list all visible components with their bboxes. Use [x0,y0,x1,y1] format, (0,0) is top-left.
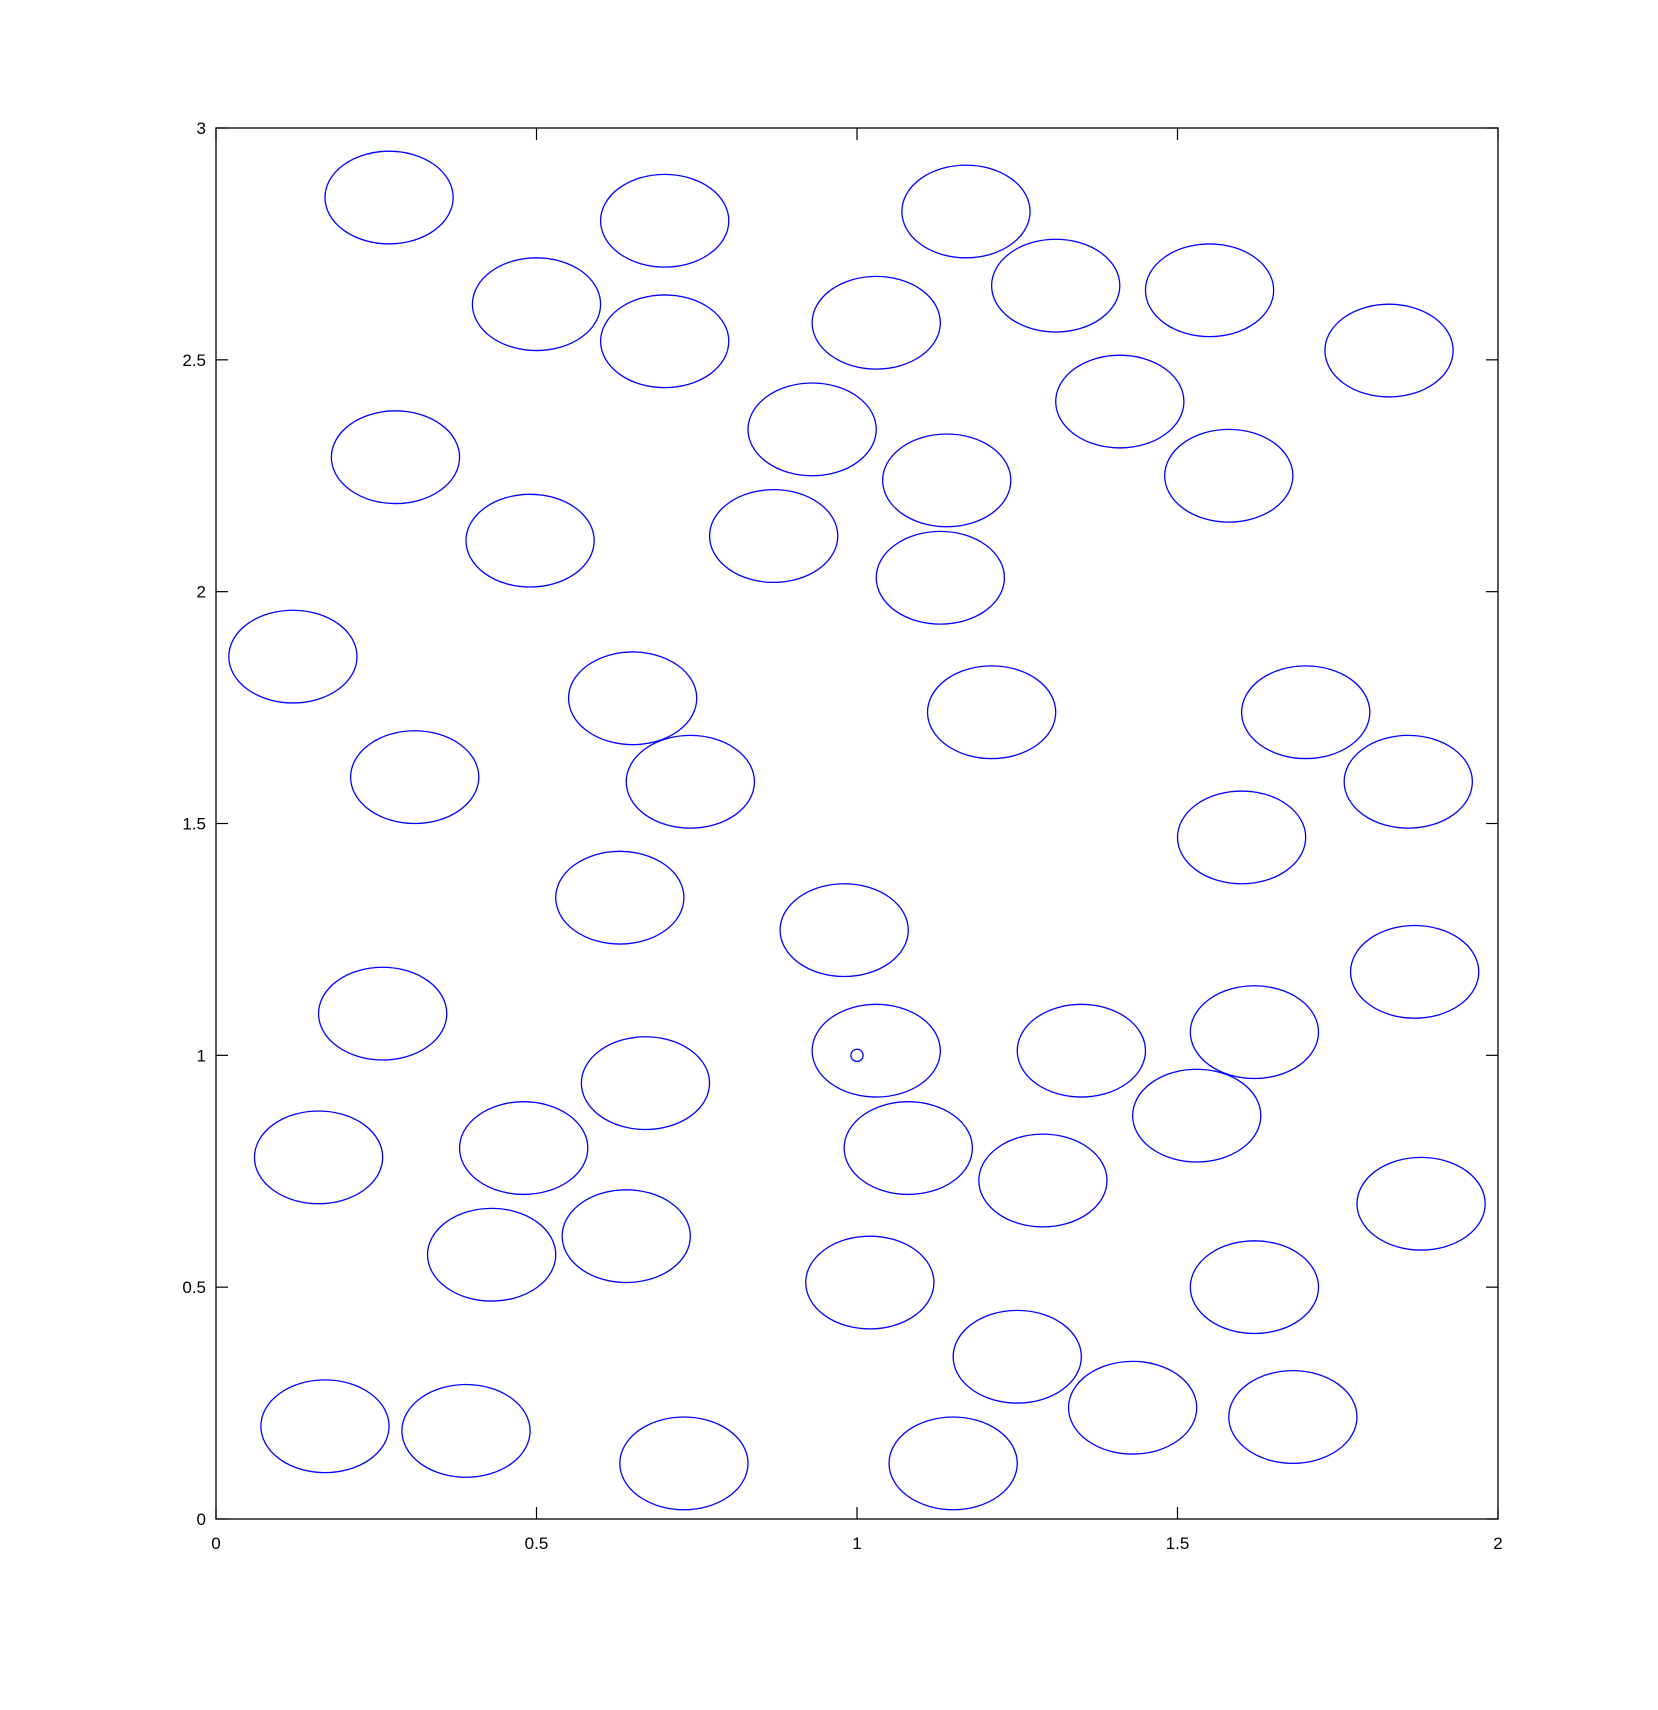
data-ellipse [1164,428,1294,523]
data-ellipse [228,609,358,704]
data-ellipse [1176,790,1307,885]
data-ellipse [1189,1240,1320,1335]
data-ellipse [978,1133,1108,1228]
data-ellipse [349,730,480,825]
axis-ticks [215,127,1499,1520]
data-ellipse [471,257,602,352]
data-ellipse [881,433,1012,528]
y-tick-label: 1 [197,1046,206,1065]
data-ellipse [811,275,941,370]
axis-tick-labels: 0 0.5 1 1.5 2 0 0.5 1 1.5 2 2.5 3 [182,119,1502,1553]
data-ellipse [330,410,461,505]
data-ellipse [926,665,1057,760]
data-ellipse [599,294,730,389]
data-ellipse [619,1416,749,1511]
data-ellipse [567,651,698,746]
data-ellipse [561,1189,691,1284]
data-ellipse [1356,1156,1486,1251]
data-small-circle [850,1048,864,1063]
data-ellipse [1016,1003,1147,1098]
y-tick-label: 1.5 [182,815,206,834]
data-ellipse [1067,1360,1198,1455]
data-ellipse [805,1235,935,1330]
data-ellipse [555,850,685,945]
data-ellipse [599,173,730,268]
data-ellipse [1144,243,1275,338]
data-ellipse [458,1101,589,1196]
data-ellipse [324,150,454,245]
data-ellipse [1055,354,1185,449]
data-ellipse [888,1416,1018,1511]
data-ellipse [401,1383,531,1478]
data-ellipse [426,1207,557,1302]
data-ellipse [875,530,1006,625]
y-tick-label: 2.5 [182,351,206,370]
data-ellipse [253,1110,384,1205]
data-ellipse [1343,734,1474,829]
data-ellipse [1228,1369,1358,1465]
data-ellipse [1349,924,1480,1019]
data-ellipse [625,734,756,829]
data-marks [228,150,1486,1511]
data-ellipse [465,493,595,588]
x-tick-label: 1 [852,1534,861,1553]
data-ellipse [990,238,1121,333]
x-tick-label: 1.5 [1166,1534,1190,1553]
y-tick-label: 0.5 [182,1278,206,1297]
data-ellipse [1131,1068,1262,1163]
data-ellipse [317,966,448,1061]
data-ellipse [779,883,909,978]
data-ellipse [901,164,1031,259]
x-tick-label: 0.5 [525,1534,549,1553]
x-tick-label: 2 [1493,1534,1502,1553]
data-ellipse [811,1003,941,1098]
data-ellipse [1189,985,1320,1080]
data-ellipse [843,1101,974,1196]
y-tick-label: 2 [197,583,206,602]
data-ellipse [952,1309,1083,1404]
data-ellipse [708,489,839,584]
y-tick-label: 3 [197,119,206,138]
data-ellipse [1240,665,1371,760]
data-ellipse [260,1379,390,1474]
data-ellipse [580,1036,711,1131]
data-ellipse [1324,303,1454,398]
data-ellipse [747,382,877,477]
y-tick-label: 0 [197,1510,206,1529]
x-tick-label: 0 [211,1534,220,1553]
